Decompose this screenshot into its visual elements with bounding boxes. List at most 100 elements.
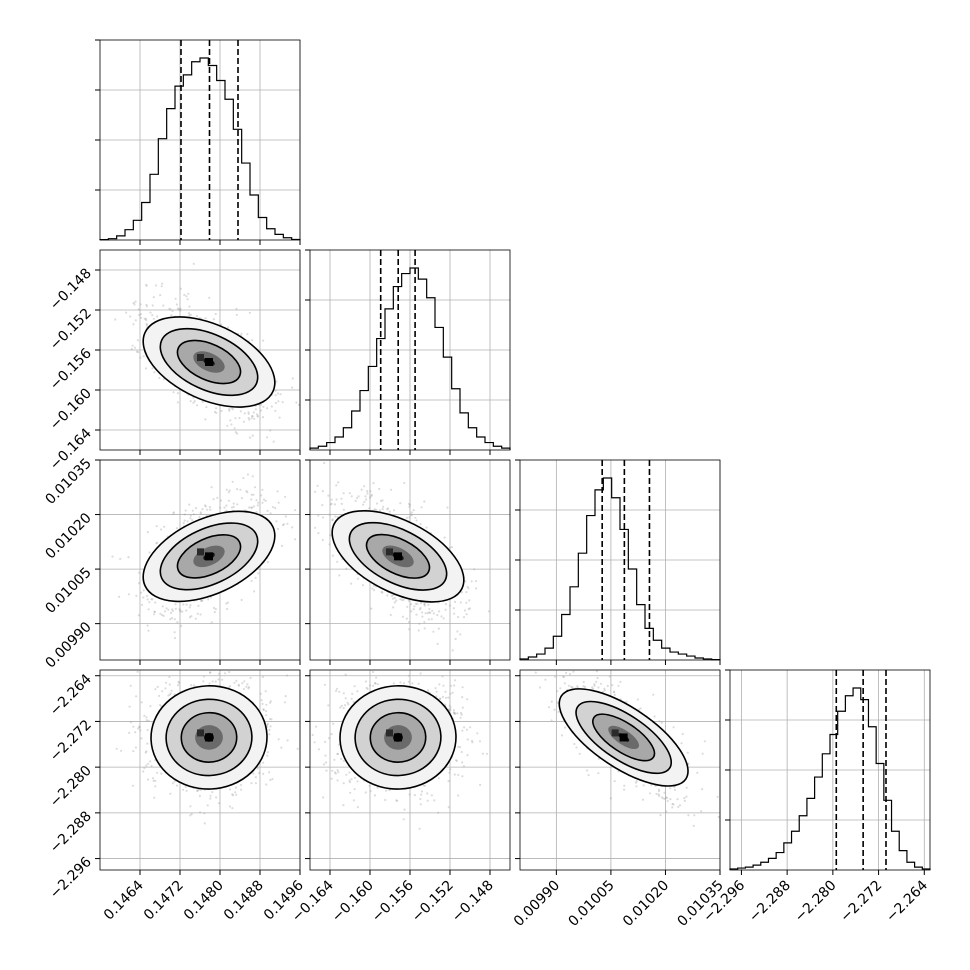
scatter-point <box>401 615 405 618</box>
scatter-point <box>701 788 704 791</box>
density-peak-bin <box>205 733 213 742</box>
scatter-point <box>135 594 138 598</box>
scatter-point <box>365 498 368 501</box>
scatter-point <box>344 697 347 700</box>
scatter-point <box>188 305 191 308</box>
scatter-point <box>154 785 157 788</box>
scatter-point <box>286 522 289 525</box>
scatter-point <box>460 750 463 754</box>
scatter-point <box>158 703 162 707</box>
scatter-point <box>115 747 118 750</box>
scatter-point <box>213 410 217 413</box>
scatter-point <box>611 684 614 687</box>
scatter-point <box>547 706 551 709</box>
scatter-point <box>340 757 343 761</box>
scatter-point <box>467 608 470 611</box>
scatter-point <box>212 606 216 610</box>
scatter-point <box>334 515 337 518</box>
scatter-point <box>261 702 264 706</box>
scatter-point <box>597 772 600 775</box>
x3-tick-label: −2.264 <box>883 877 931 925</box>
scatter-point <box>369 790 372 793</box>
scatter-point <box>211 791 214 794</box>
scatter-point <box>185 603 188 606</box>
scatter-point <box>356 806 359 809</box>
scatter-point <box>199 512 202 515</box>
scatter-point <box>277 738 280 741</box>
scatter-point <box>465 728 468 731</box>
scatter-point <box>254 486 257 489</box>
scatter-point <box>254 408 257 411</box>
scatter-point <box>242 420 245 423</box>
panel-frame <box>99 459 301 661</box>
scatter-point <box>266 436 269 439</box>
scatter-point <box>325 769 328 772</box>
scatter-point <box>221 678 224 681</box>
scatter-point <box>452 709 455 712</box>
scatter-point <box>348 771 351 774</box>
scatter-point <box>227 499 230 502</box>
scatter-point <box>348 779 351 782</box>
scatter-point <box>315 725 318 728</box>
scatter-point <box>138 313 141 317</box>
scatter-point <box>171 608 174 611</box>
scatter-point <box>424 612 427 615</box>
scatter-point <box>658 720 661 723</box>
scatter-point <box>461 706 464 709</box>
scatter-point <box>212 498 215 501</box>
scatter-point <box>274 394 277 397</box>
scatter-point <box>266 561 269 564</box>
scatter-point <box>313 741 316 744</box>
x1-tick-label: −0.148 <box>449 878 497 926</box>
scatter-point <box>156 685 159 689</box>
scatter-panel-3-0 <box>99 669 301 871</box>
scatter-point <box>269 778 272 782</box>
scatter-point <box>403 808 406 811</box>
density-bin <box>611 729 619 737</box>
scatter-point <box>145 284 148 287</box>
scatter-point <box>171 782 174 785</box>
scatter-point <box>428 607 431 611</box>
scatter-point <box>364 680 368 683</box>
scatter-point <box>246 333 249 336</box>
scatter-point <box>423 784 426 787</box>
scatter-point <box>665 810 668 813</box>
scatter-point <box>609 797 612 800</box>
scatter-point <box>701 752 704 755</box>
scatter-point <box>554 675 557 678</box>
scatter-point <box>328 543 331 546</box>
scatter-point <box>322 516 325 519</box>
scatter-point <box>372 589 376 592</box>
y3-tick-label: −2.272 <box>47 717 95 765</box>
scatter-point <box>294 509 297 512</box>
scatter-point <box>634 781 638 784</box>
scatter-point <box>429 611 432 615</box>
scatter-point <box>467 587 470 590</box>
scatter-point <box>369 490 372 493</box>
scatter-point <box>200 599 203 602</box>
scatter-point <box>252 505 256 508</box>
scatter-point <box>271 778 274 781</box>
scatter-point <box>269 512 272 515</box>
density-bin <box>386 548 393 556</box>
scatter-point <box>474 580 478 583</box>
scatter-point <box>219 499 223 502</box>
scatter-point <box>343 704 347 707</box>
scatter-point <box>459 601 462 604</box>
scatter-point <box>466 585 469 588</box>
scatter-point <box>132 725 135 728</box>
scatter-point <box>228 685 231 688</box>
scatter-point <box>390 488 393 491</box>
scatter-point <box>247 687 250 690</box>
scatter-point <box>154 284 158 287</box>
scatter-point <box>195 315 198 318</box>
scatter-point <box>182 788 185 791</box>
scatter-point <box>147 778 150 781</box>
scatter-point <box>447 780 450 783</box>
scatter-point <box>368 684 372 687</box>
scatter-point <box>223 672 227 675</box>
scatter-point <box>368 784 371 788</box>
scatter-point <box>413 605 416 608</box>
scatter-point <box>196 789 199 792</box>
scatter-point <box>448 546 451 549</box>
